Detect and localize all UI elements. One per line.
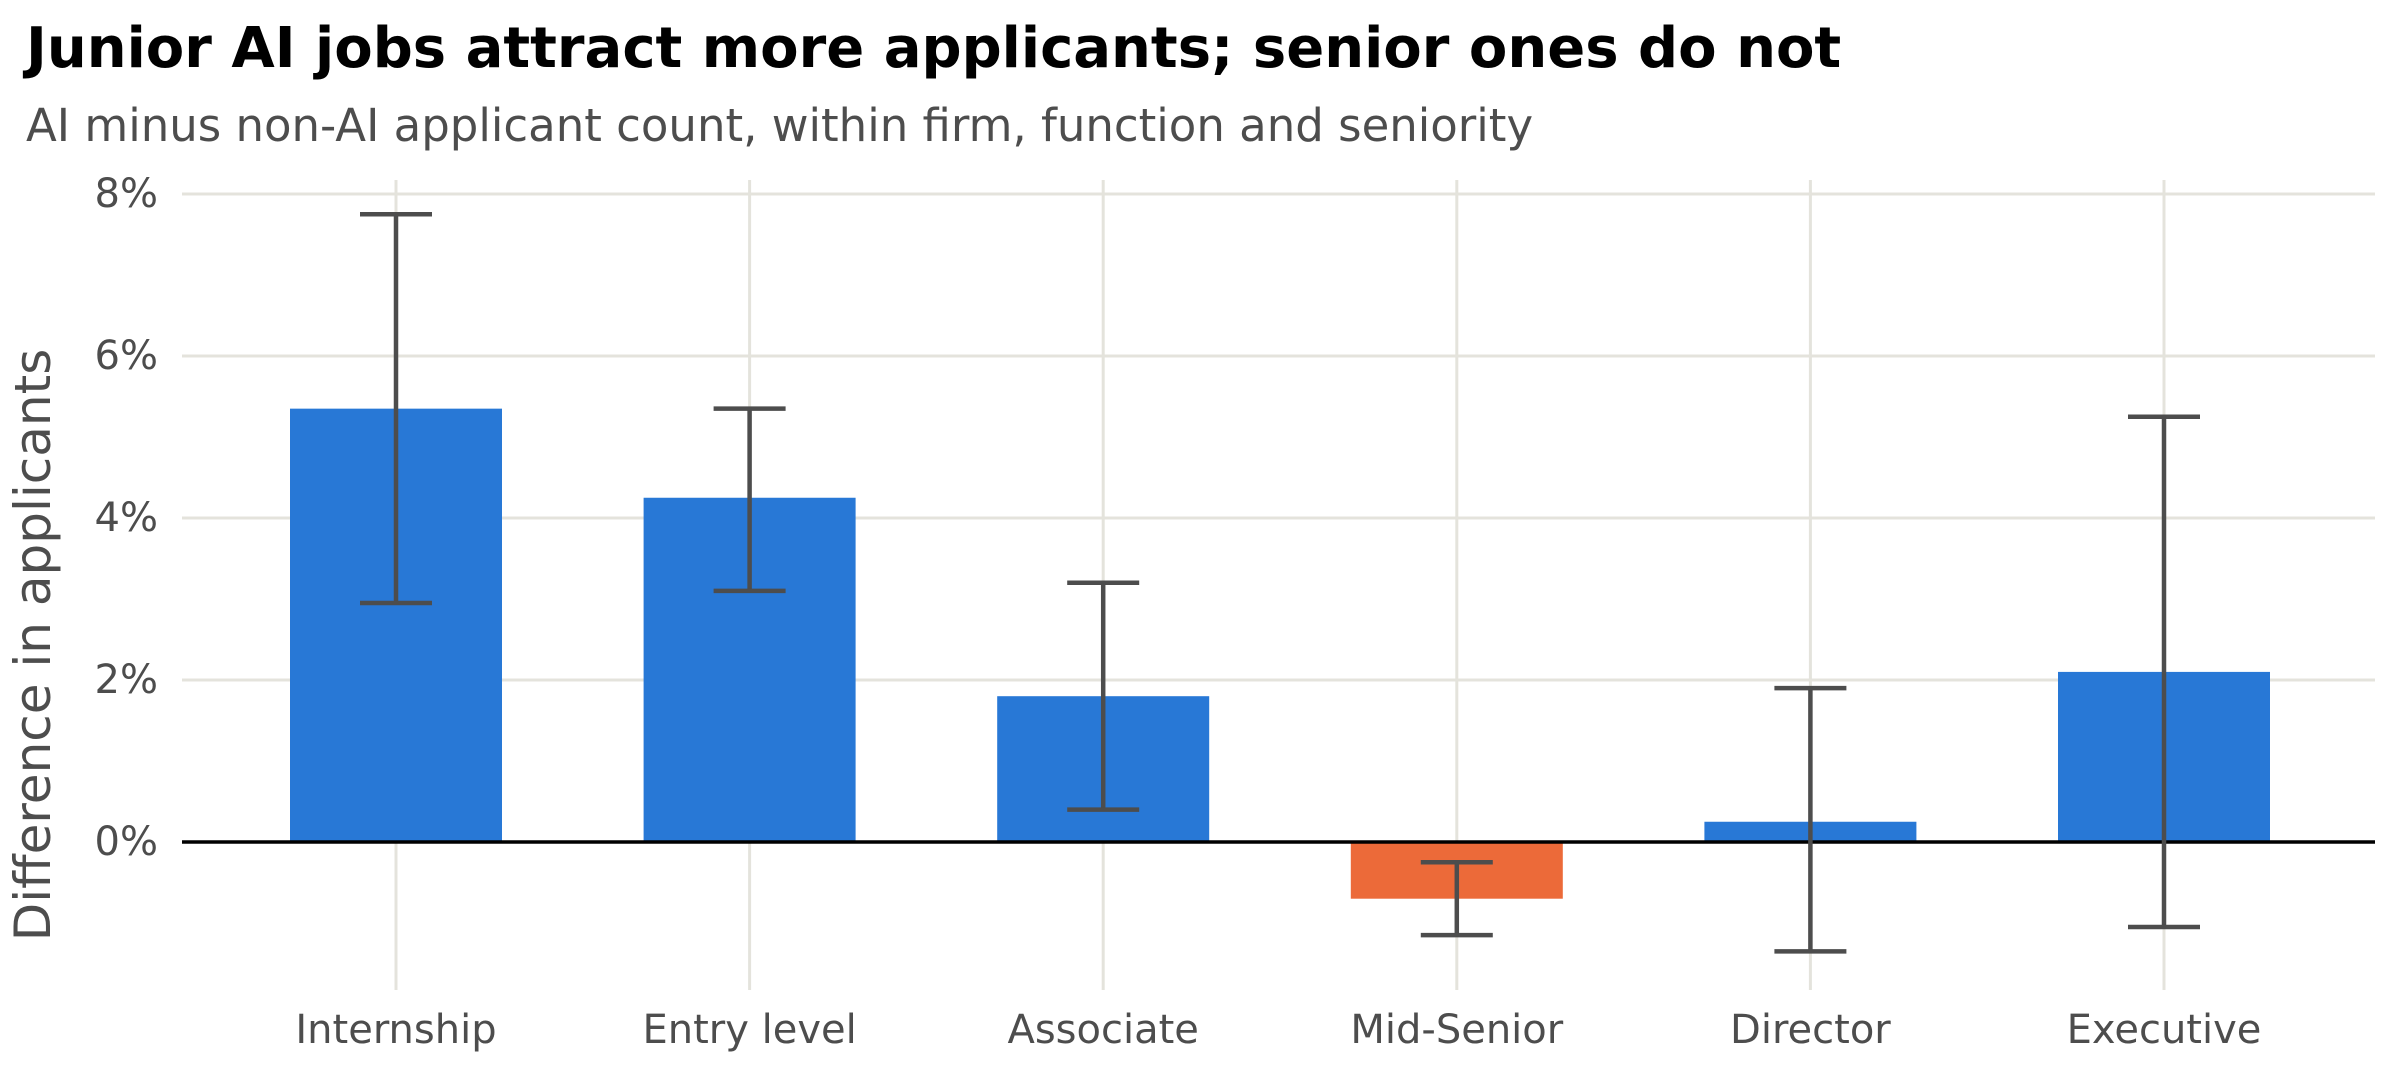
y-tick-label: 0% bbox=[95, 819, 158, 865]
x-tick-label: Entry level bbox=[642, 1007, 856, 1053]
x-tick-label: Associate bbox=[1007, 1007, 1198, 1053]
y-tick-label: 2% bbox=[95, 657, 158, 703]
x-tick-label: Director bbox=[1730, 1007, 1891, 1053]
bars bbox=[290, 408, 2270, 899]
x-tick-label: Internship bbox=[295, 1007, 496, 1053]
y-axis-ticks: 0% 2% 4% 6% 8% bbox=[95, 171, 158, 865]
y-tick-label: 4% bbox=[95, 495, 158, 541]
x-tick-label: Mid-Senior bbox=[1350, 1007, 1563, 1053]
x-tick-label: Executive bbox=[2067, 1007, 2262, 1053]
y-tick-label: 8% bbox=[95, 171, 158, 217]
chart-subtitle: AI minus non-AI applicant count, within … bbox=[26, 99, 1534, 152]
chart-title: Junior AI jobs attract more applicants; … bbox=[26, 16, 1842, 81]
y-tick-label: 6% bbox=[95, 333, 158, 379]
x-axis-ticks: Internship Entry level Associate Mid-Senior… bbox=[295, 1007, 2261, 1053]
y-axis-title: Difference in applicants bbox=[4, 349, 62, 942]
error-bars bbox=[360, 212, 2200, 954]
gridlines bbox=[182, 180, 2375, 990]
